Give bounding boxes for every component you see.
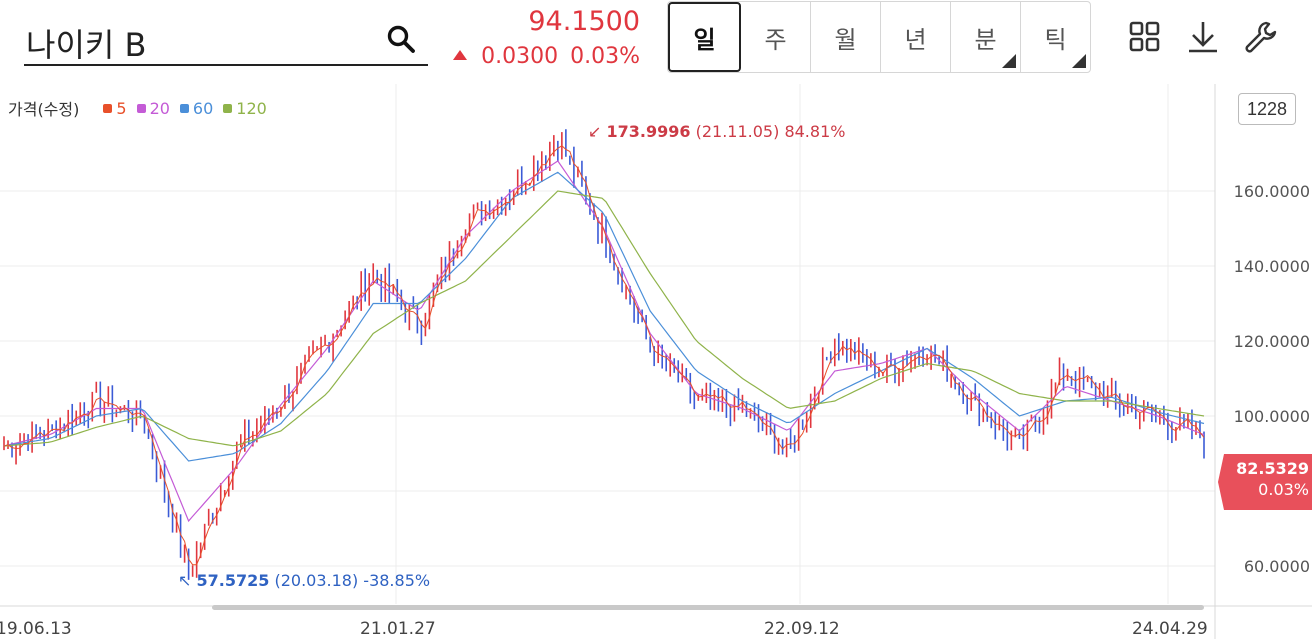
dropdown-corner-icon: [1072, 54, 1086, 68]
period-tab-label: 일: [693, 25, 716, 54]
chart-legend: 가격(수정) 5 20 60 120: [8, 96, 277, 120]
period-tab-label: 틱: [1044, 25, 1067, 54]
legend-label: 120: [236, 98, 267, 118]
ma-line-60: [3, 171, 1205, 462]
y-tick-label: 100.0000: [1233, 407, 1310, 426]
y-tick-label: 160.0000: [1233, 182, 1310, 201]
x-tick-label: 19.06.13: [0, 619, 72, 639]
legend-item[interactable]: 120: [223, 99, 267, 118]
price-block: 94.1500 0.0300 0.03%: [440, 6, 640, 69]
legend-item[interactable]: 20: [136, 98, 170, 118]
x-tick-label: 22.09.12: [764, 619, 840, 639]
top-bar: 나이키 B 94.1500 0.0300 0.03% 일 주 월 년 분 틱: [0, 0, 1312, 84]
high-arrow-icon: ↙: [588, 122, 602, 141]
y-tick-label: 140.0000: [1233, 257, 1310, 276]
period-tab-label: 월: [834, 25, 857, 54]
price-change-pct: 0.03%: [570, 44, 640, 69]
low-date: (20.03.18): [274, 571, 359, 590]
period-tab[interactable]: 일: [668, 2, 741, 72]
dropdown-corner-icon: [1002, 54, 1016, 68]
chart-scrollbar[interactable]: [212, 605, 1204, 610]
legend-label: 60: [192, 98, 214, 118]
high-annotation: ↙ 173.9996 (21.11.05) 84.81%: [588, 122, 845, 141]
legend-swatch: [223, 103, 233, 113]
y-tick-label: 60.0000: [1243, 557, 1310, 576]
period-tab-label: 분: [974, 25, 997, 54]
low-pct: -38.85%: [363, 571, 431, 590]
search-query[interactable]: 나이키 B: [26, 26, 147, 64]
low-value: 57.5725: [196, 571, 270, 590]
period-tab-label: 년: [904, 25, 927, 54]
search-icon[interactable]: [386, 24, 416, 54]
high-value: 173.9996: [606, 122, 691, 141]
period-tab[interactable]: 틱: [1021, 2, 1090, 72]
ma-line-120: [3, 190, 1205, 447]
price-chart[interactable]: 가격(수정) 5 20 60 120 1228 160.0000 140.0000 1…: [0, 84, 1312, 639]
period-tab[interactable]: 월: [811, 2, 881, 72]
up-arrow-icon: [453, 50, 468, 60]
candle-count-badge[interactable]: 1228: [1238, 93, 1297, 125]
wrench-icon[interactable]: [1244, 20, 1278, 54]
low-arrow-icon: ↖: [178, 571, 192, 590]
current-tag-value: 82.5329: [1236, 459, 1309, 478]
price-change: 0.0300: [481, 44, 559, 69]
legend-label: 20: [149, 98, 170, 118]
download-icon[interactable]: [1186, 20, 1220, 54]
x-tick-label: 24.04.29: [1132, 619, 1208, 639]
high-date: (21.11.05): [695, 122, 780, 141]
period-tab-label: 주: [764, 25, 787, 54]
x-tick-label: 21.01.27: [360, 619, 436, 639]
low-annotation: ↖ 57.5725 (20.03.18) -38.85%: [178, 571, 430, 590]
legend-title: 가격(수정): [8, 100, 80, 119]
legend-label: 5: [116, 98, 127, 118]
search-box[interactable]: 나이키 B: [24, 14, 428, 66]
legend-swatch: [179, 103, 189, 113]
high-pct: 84.81%: [784, 122, 846, 141]
current-price: 94.1500: [528, 6, 640, 37]
y-tick-label: 120.0000: [1233, 332, 1310, 351]
grid-icon[interactable]: [1128, 20, 1162, 54]
legend-item[interactable]: 5: [103, 98, 127, 118]
ma-line-5: [3, 145, 1205, 566]
chart-canvas[interactable]: [0, 84, 1312, 639]
current-price-tag: 82.5329 0.03%: [1218, 454, 1312, 510]
period-tab[interactable]: 분: [951, 2, 1021, 72]
legend-item[interactable]: 60: [179, 98, 214, 118]
current-tag-pct: 0.03%: [1258, 480, 1309, 499]
price-change-row: 0.0300 0.03%: [440, 44, 640, 69]
legend-swatch: [103, 103, 113, 113]
period-tab[interactable]: 주: [741, 2, 811, 72]
period-tab[interactable]: 년: [881, 2, 951, 72]
legend-swatch: [136, 103, 146, 113]
